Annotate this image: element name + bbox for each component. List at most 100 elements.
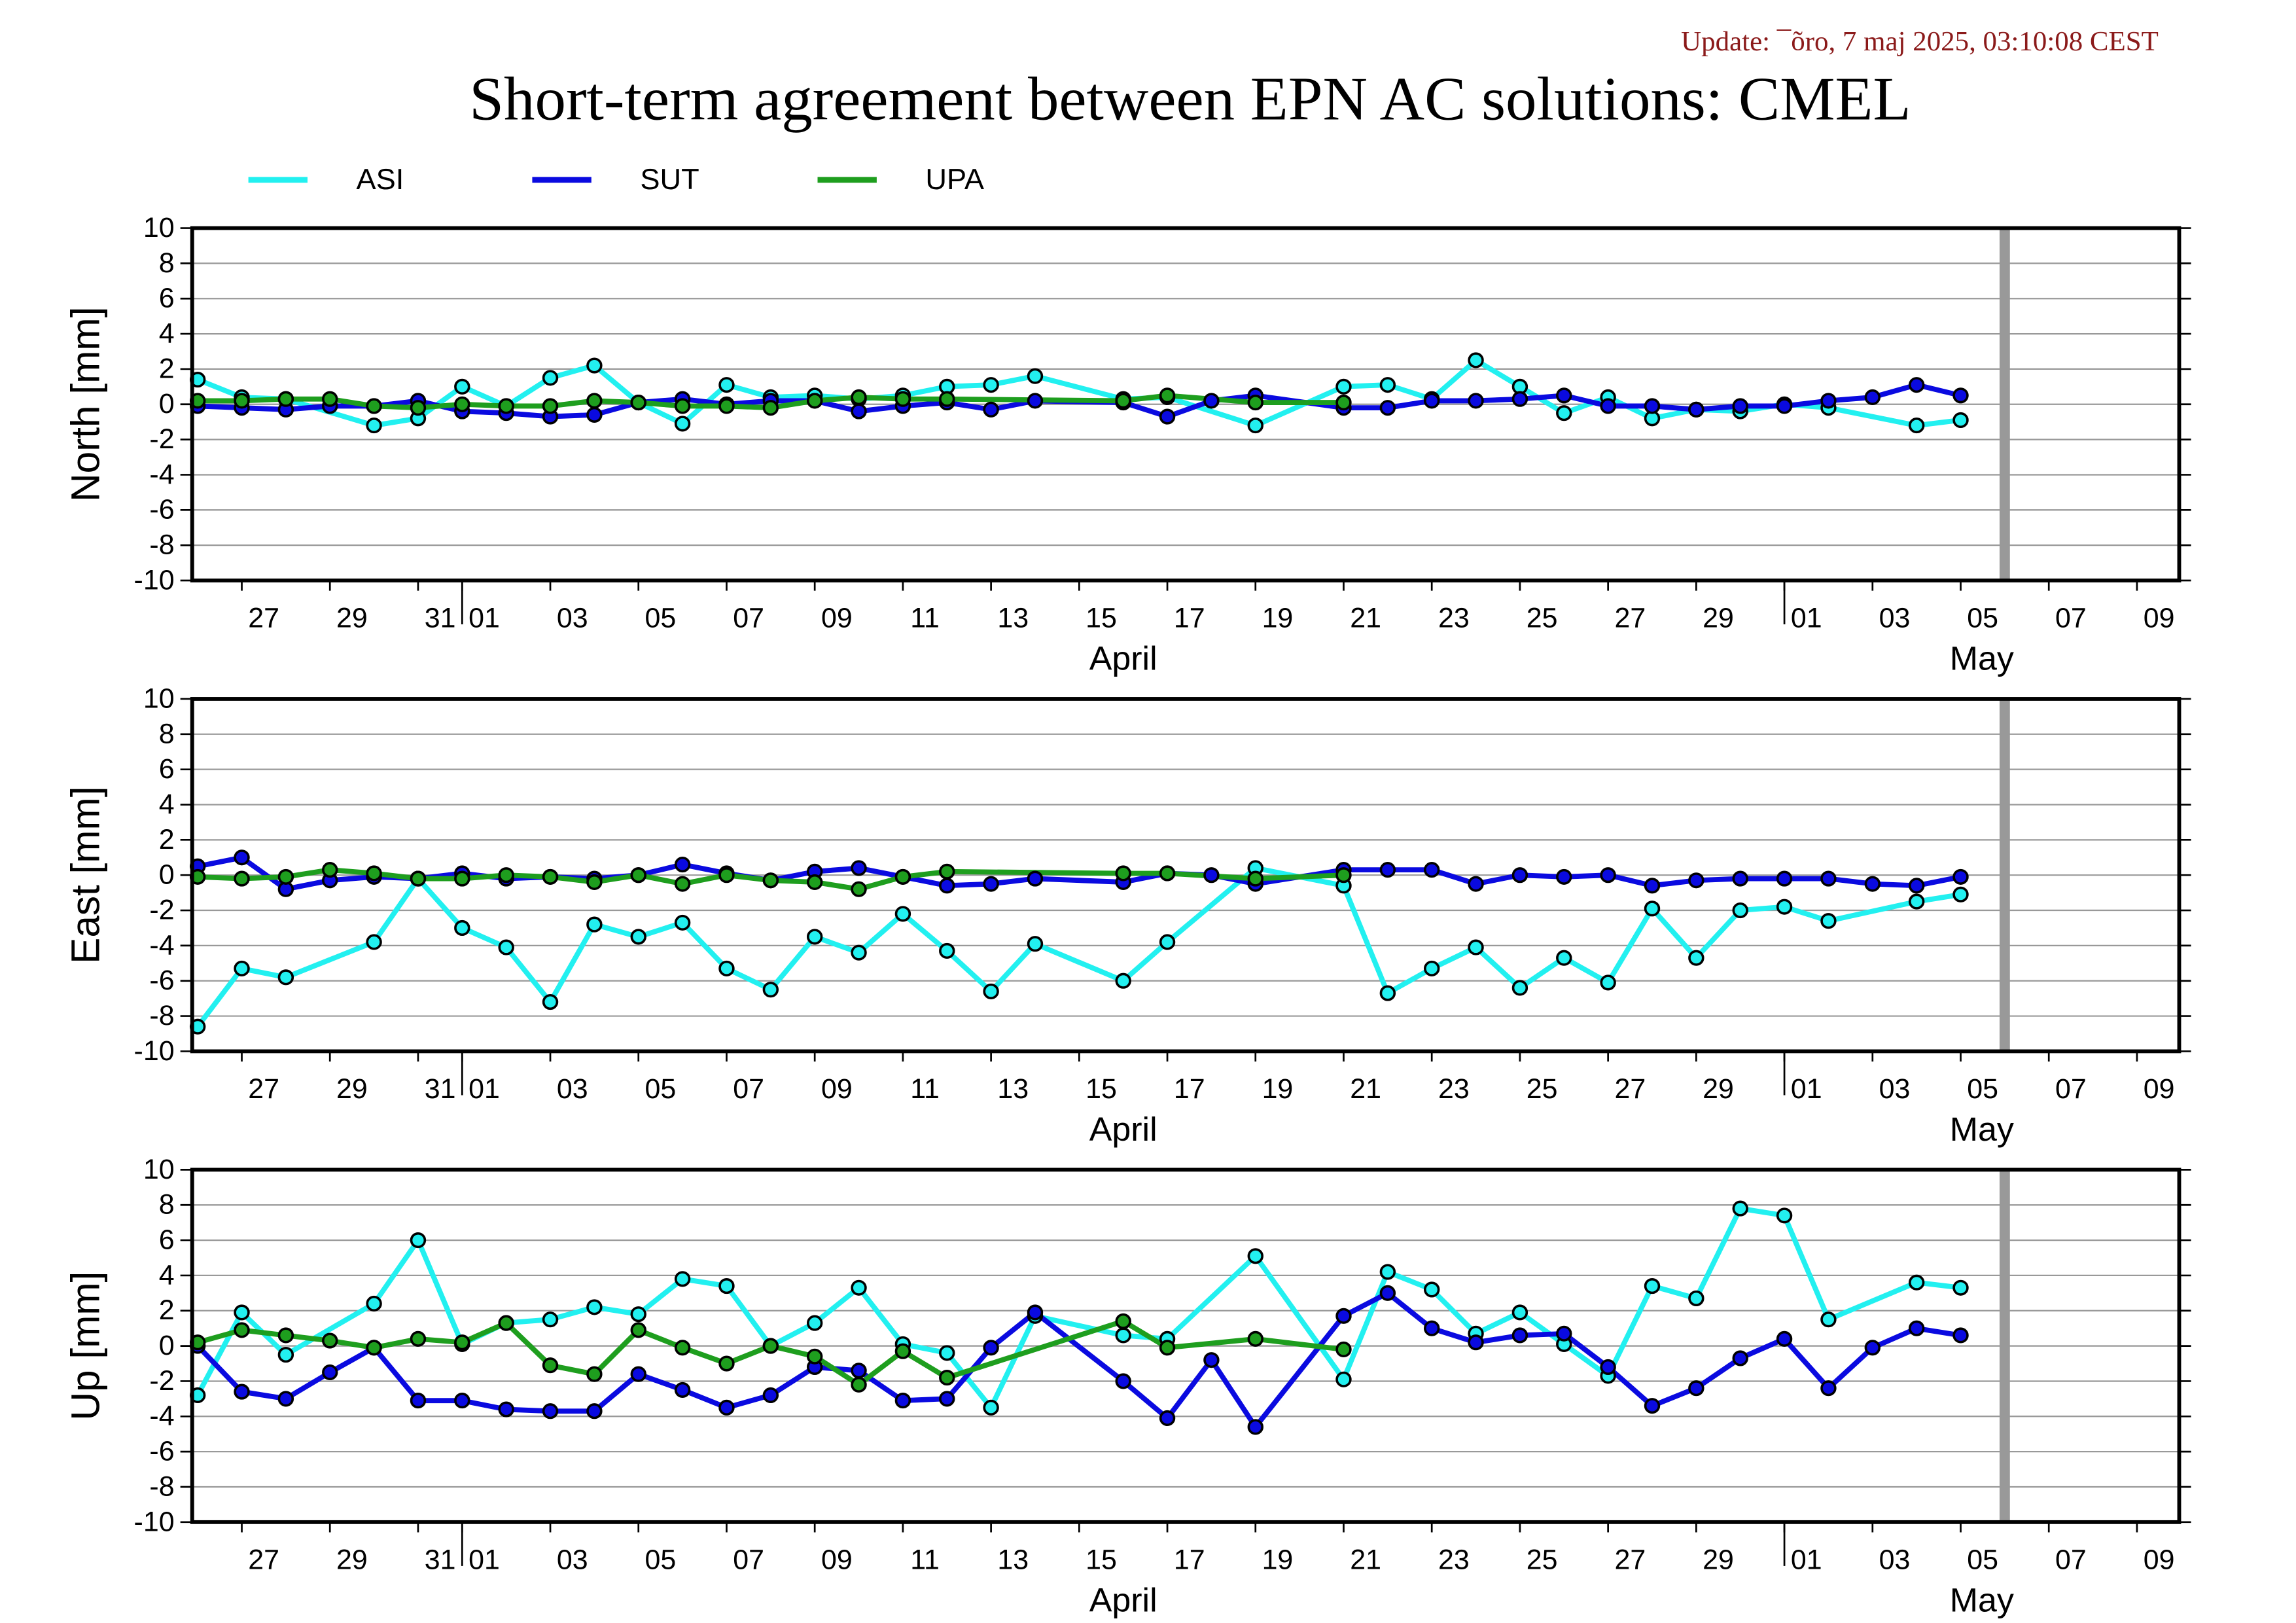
x-tick-label: 03 [1879, 1073, 1911, 1105]
legend-label: SUT [640, 162, 699, 196]
data-point [1424, 1320, 1440, 1336]
data-point [630, 1306, 646, 1323]
data-point [1247, 870, 1263, 887]
data-point [718, 398, 735, 414]
x-tick-label: 01 [1791, 1073, 1822, 1105]
data-point [1335, 378, 1352, 395]
plot-frame [190, 697, 2181, 1054]
data-point [498, 1401, 514, 1418]
data-point [806, 874, 823, 891]
data-point [277, 1327, 294, 1344]
x-tick-label: 03 [1879, 1544, 1911, 1576]
data-point [234, 393, 250, 409]
data-point [1159, 408, 1176, 425]
data-point [1424, 1281, 1440, 1298]
data-point [366, 1295, 382, 1312]
data-point [366, 934, 382, 950]
y-tick-label: 0 [159, 388, 175, 419]
data-point [983, 1399, 999, 1416]
data-point [322, 391, 338, 407]
data-point [277, 969, 294, 986]
data-point [851, 881, 867, 897]
month-label: April [1089, 1110, 1157, 1148]
series-line [195, 1205, 1962, 1410]
x-tick-label: 27 [1614, 1073, 1646, 1105]
y-tick-label: 0 [159, 1330, 175, 1361]
data-point [1027, 936, 1044, 952]
x-tick-label: 25 [1527, 1073, 1558, 1105]
data-point [277, 868, 294, 885]
data-point [277, 1347, 294, 1363]
data-point [630, 395, 646, 411]
data-point [1688, 1290, 1704, 1306]
data-point [1335, 395, 1352, 411]
data-point [542, 1403, 559, 1419]
data-point [366, 1340, 382, 1356]
data-point [410, 870, 427, 887]
data-point [454, 378, 470, 395]
x-tick-label: 03 [1879, 603, 1911, 634]
x-tick-label: 11 [910, 1544, 940, 1576]
data-point [1203, 867, 1220, 883]
data-point [1159, 934, 1176, 950]
data-point [1379, 985, 1396, 1001]
x-tick-label: 09 [2144, 603, 2175, 634]
data-point [586, 1366, 603, 1382]
x-tick-label: 27 [248, 1544, 279, 1576]
x-tick-label: 31 [425, 1073, 456, 1105]
data-point [1732, 870, 1748, 887]
data-point [1952, 868, 1969, 885]
x-tick-label: 09 [2144, 1544, 2175, 1576]
data-point [1556, 868, 1572, 885]
x-tick-label: 23 [1438, 1544, 1470, 1576]
data-point [674, 416, 691, 432]
series-line [197, 1318, 1344, 1387]
data-point [277, 1391, 294, 1407]
data-point [1644, 901, 1661, 917]
data-point [542, 868, 559, 885]
data-point [1203, 393, 1220, 409]
x-tick-label: 01 [468, 1073, 500, 1105]
data-point [1820, 913, 1837, 929]
data-point [410, 1232, 427, 1249]
data-point [1379, 400, 1396, 416]
x-tick-label: 07 [2055, 1544, 2087, 1576]
x-tick-label: 07 [733, 1073, 764, 1105]
data-point [1952, 412, 1969, 429]
data-point [1776, 899, 1793, 915]
data-point [1556, 950, 1572, 966]
x-tick-label: 09 [821, 1544, 853, 1576]
data-point [806, 1315, 823, 1331]
data-point [454, 1393, 470, 1409]
data-point [1027, 393, 1044, 409]
data-point [1556, 1325, 1572, 1342]
x-tick-label: 15 [1086, 1544, 1117, 1576]
x-tick-label: 29 [336, 1544, 368, 1576]
y-tick-label: -10 [134, 565, 175, 596]
data-point [454, 870, 470, 887]
data-point [894, 906, 911, 922]
data-point [1952, 1327, 1969, 1344]
data-point [1511, 980, 1528, 996]
month-label: April [1089, 639, 1157, 677]
x-tick-label: 29 [1703, 1544, 1734, 1576]
y-tick-label: -8 [149, 529, 174, 561]
data-point [1688, 1380, 1704, 1397]
x-tick-label: 07 [733, 1544, 764, 1576]
data-point [1864, 876, 1881, 892]
y-tick-label: 6 [159, 283, 175, 314]
y-tick-label: 4 [159, 318, 175, 349]
x-tick-label: 03 [557, 603, 588, 634]
data-point [498, 1315, 514, 1331]
y-tick-label: -4 [149, 930, 174, 961]
data-point [322, 1332, 338, 1349]
y-tick-label: 0 [159, 859, 175, 891]
x-tick-label: 29 [336, 1073, 368, 1105]
data-point [939, 1370, 955, 1386]
data-point [939, 1391, 955, 1407]
data-point [1864, 389, 1881, 406]
y-axis-label: East [mm] [63, 786, 107, 963]
data-point [1335, 867, 1352, 883]
data-point [851, 1363, 867, 1379]
data-point [762, 400, 779, 416]
